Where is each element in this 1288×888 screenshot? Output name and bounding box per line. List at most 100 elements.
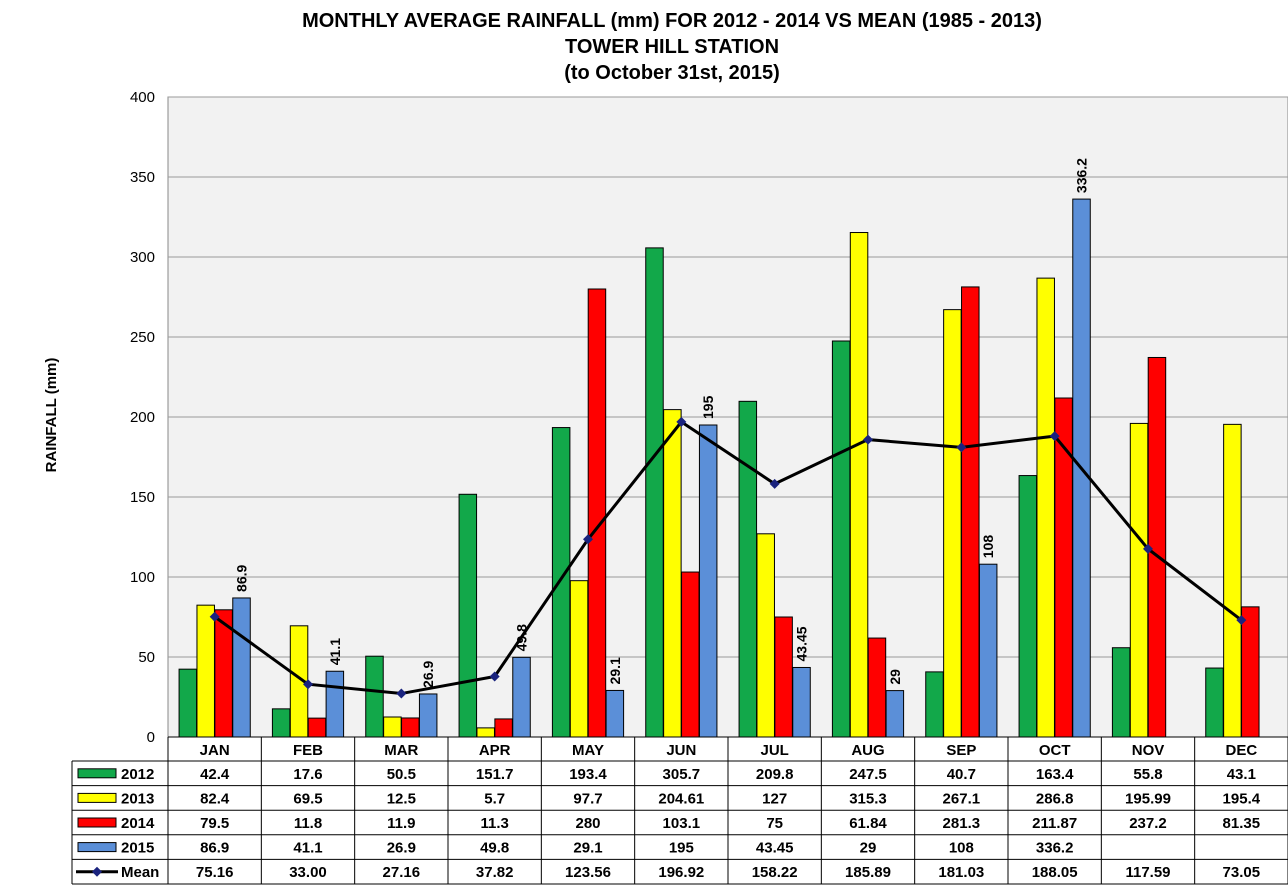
bar-2014-SEP: [961, 286, 980, 738]
table-cell-Mean-MAY: 123.56: [565, 864, 611, 881]
marker-Mean-JUN: [676, 416, 687, 427]
table-cell-2014-SEP: 281.3: [943, 815, 981, 832]
chart-title-line-2: TOWER HILL STATION: [565, 36, 779, 58]
bar-2013-AUG: [849, 232, 869, 738]
table-cell-2012-AUG: 247.5: [849, 766, 887, 783]
table-cell-2012-NOV: 55.8: [1133, 766, 1162, 783]
legend-label-2012: 2012: [121, 766, 154, 783]
data-label-2015-APR: 49.8: [514, 624, 530, 651]
legend-key-2015: [77, 842, 117, 853]
chart-title: MONTHLY AVERAGE RAINFALL (mm) FOR 2012 -…: [302, 10, 1042, 84]
table-cell-2012-SEP: 40.7: [947, 766, 976, 783]
legend-key-2014: [77, 817, 117, 828]
legend-label-2013: 2013: [121, 790, 154, 807]
bar-2013-APR: [476, 727, 495, 738]
mean-line: [209, 416, 1247, 699]
y-tick-label: 150: [130, 489, 155, 506]
x-tick-label: JUL: [760, 742, 788, 759]
table-cell-2014-MAR: 11.9: [387, 815, 415, 832]
table-cell-2013-MAR: 12.5: [387, 790, 416, 807]
x-tick-label: MAY: [572, 742, 604, 759]
bar-2013-DEC: [1223, 423, 1242, 738]
legend-key-marker-Mean: [92, 866, 102, 877]
data-label-2015-JAN: 86.9: [234, 564, 250, 591]
bar-2015-JUL: [792, 666, 811, 738]
bar-2014-AUG: [867, 637, 887, 738]
y-tick-label: 50: [138, 649, 155, 666]
legend-label-Mean: Mean: [121, 864, 159, 881]
table-cell-2014-FEB: 11.8: [294, 815, 322, 832]
bar-2014-MAR: [401, 717, 420, 738]
table-cell-2014-JAN: 79.5: [200, 815, 229, 832]
bar-2013-JUN: [663, 409, 682, 738]
table-cell-2015-JUN: 195: [669, 840, 694, 857]
data-label-2015-OCT: 336.2: [1074, 158, 1090, 193]
marker-Mean-APR: [489, 671, 500, 682]
bar-2013-JUL: [756, 533, 775, 738]
table-cell-2015-JUL: 43.45: [756, 840, 794, 857]
bar-2012-DEC: [1205, 667, 1224, 738]
marker-Mean-FEB: [303, 679, 313, 690]
bar-2013-MAY: [569, 580, 589, 738]
table-cell-2014-OCT: 211.87: [1032, 815, 1077, 832]
bar-2014-MAY: [587, 288, 607, 738]
y-tick-label: 0: [147, 729, 155, 746]
marker-Mean-MAY: [583, 534, 593, 545]
table-cell-2012-FEB: 17.6: [293, 766, 322, 783]
bar-2013-OCT: [1036, 277, 1055, 738]
data-label-2015-JUL: 43.45: [794, 626, 810, 661]
chart-title-line-1: MONTHLY AVERAGE RAINFALL (mm) FOR 2012 -…: [302, 10, 1042, 32]
data-label-2015-FEB: 41.1: [327, 638, 343, 665]
x-tick-label: AUG: [851, 742, 884, 759]
table-cell-Mean-AUG: 185.89: [845, 864, 891, 881]
table-cell-Mean-JUL: 158.22: [752, 864, 798, 881]
table-cell-2015-MAY: 29.1: [573, 840, 602, 857]
marker-Mean-DEC: [1236, 615, 1247, 626]
x-tick-label: JUN: [666, 742, 696, 759]
x-tick-label: APR: [479, 742, 511, 759]
table-cell-2012-JUL: 209.8: [756, 766, 794, 783]
table-cell-Mean-JUN: 196.92: [658, 864, 704, 881]
y-tick-label: 400: [130, 89, 155, 106]
x-tick-label: DEC: [1225, 742, 1257, 759]
bar-2012-AUG: [831, 340, 851, 738]
table-cell-2013-SEP: 267.1: [943, 790, 981, 807]
table-cell-2015-OCT: 336.2: [1036, 840, 1074, 857]
table-cell-2013-JUL: 127: [762, 790, 787, 807]
data-label-2015-MAY: 29.1: [607, 657, 623, 684]
table-cell-2015-AUG: 29: [860, 840, 877, 857]
table-cell-Mean-SEP: 181.03: [938, 864, 984, 881]
table-cell-Mean-JAN: 75.16: [196, 864, 234, 881]
x-tick-label: NOV: [1132, 742, 1165, 759]
table-cell-2014-NOV: 237.2: [1129, 815, 1167, 832]
table-cell-2013-OCT: 286.8: [1036, 790, 1074, 807]
bar-2014-JUN: [681, 571, 700, 738]
table-cell-2012-OCT: 163.4: [1036, 766, 1074, 783]
bar-2012-APR: [458, 493, 478, 738]
bar-2014-JUL: [774, 616, 793, 738]
table-cell-2012-MAR: 50.5: [387, 766, 416, 783]
bar-2012-JUN: [645, 247, 664, 738]
marker-Mean-NOV: [1143, 543, 1153, 554]
marker-Mean-OCT: [1049, 431, 1060, 442]
bar-2012-MAY: [551, 427, 571, 738]
bar-2012-NOV: [1111, 647, 1131, 738]
bar-2012-JUL: [738, 400, 758, 738]
table-cell-2013-NOV: 195.99: [1125, 790, 1171, 807]
bar-2013-NOV: [1129, 422, 1149, 738]
table-cell-Mean-NOV: 117.59: [1125, 864, 1170, 881]
bar-2015-MAY: [605, 689, 625, 738]
table-cell-2013-JUN: 204.61: [658, 790, 704, 807]
y-tick-label: 200: [130, 409, 155, 426]
table-cell-2012-DEC: 43.1: [1227, 766, 1256, 783]
table-cell-Mean-APR: 37.82: [476, 864, 514, 881]
bar-2014-APR: [494, 718, 513, 738]
x-tick-label: SEP: [946, 742, 976, 759]
marker-Mean-AUG: [863, 434, 873, 445]
line-Mean: [213, 419, 1243, 696]
bar-2015-SEP: [978, 563, 998, 738]
table-cell-Mean-DEC: 73.05: [1223, 864, 1261, 881]
table-cell-2013-JAN: 82.4: [200, 790, 230, 807]
bar-2012-FEB: [271, 708, 291, 738]
table-cell-2014-APR: 11.3: [480, 815, 508, 832]
